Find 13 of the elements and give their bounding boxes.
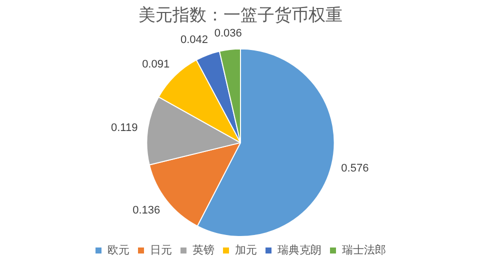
legend-label: 瑞典克朗 — [278, 243, 322, 256]
legend-label: 欧元 — [108, 243, 130, 256]
chart-title: 美元指数：一篮子货币权重 — [138, 6, 342, 26]
data-label: 0.136 — [132, 204, 160, 217]
data-label: 0.042 — [180, 34, 208, 46]
data-label: 0.119 — [110, 122, 138, 134]
legend-label: 日元 — [150, 243, 172, 256]
legend-label: 加元 — [235, 243, 257, 256]
legend-label: 英镑 — [192, 243, 214, 256]
legend-label: 瑞士法郎 — [342, 243, 386, 256]
data-label: 0.036 — [214, 28, 242, 40]
data-label: 0.576 — [341, 162, 369, 175]
data-label: 0.091 — [142, 58, 170, 70]
